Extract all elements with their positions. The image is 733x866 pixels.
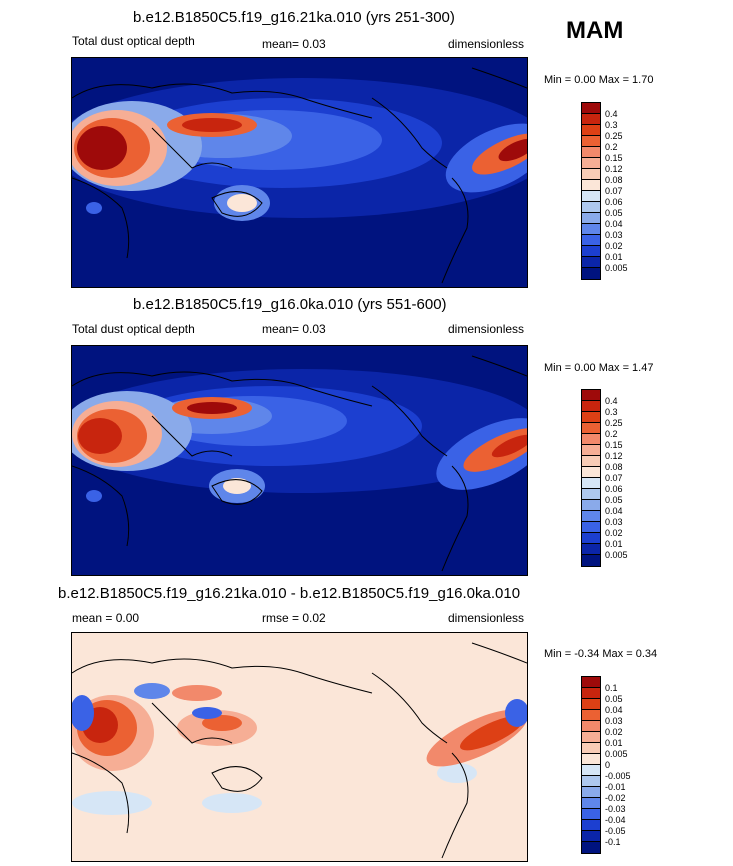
cbar-label: 0.2 [605, 142, 618, 152]
panel-2-minmax: Min = 0.00 Max = 1.47 [544, 362, 654, 374]
panel-2-variable-label: Total dust optical depth [72, 322, 195, 336]
panel-3-title: b.e12.B1850C5.f19_g16.21ka.010 - b.e12.B… [58, 585, 521, 602]
cbar-label: 0.15 [605, 440, 623, 450]
panel-1-mean: mean= 0.03 [262, 37, 326, 51]
cbar-label: 0.01 [605, 539, 623, 549]
panel-1-colorbar [581, 102, 601, 280]
cbar-label: 0.02 [605, 241, 623, 251]
cbar-label: 0.4 [605, 109, 618, 119]
cbar-label: 0.08 [605, 462, 623, 472]
cbar-label: 0.07 [605, 186, 623, 196]
cbar-label: 0 [605, 760, 611, 770]
cbar-label: -0.01 [605, 782, 626, 792]
cbar-label: -0.02 [605, 793, 626, 803]
cbar-label: 0.4 [605, 396, 618, 406]
cbar-label: 0.03 [605, 716, 623, 726]
panel-3-minmax: Min = -0.34 Max = 0.34 [544, 648, 658, 660]
cbar-label: 0.03 [605, 517, 623, 527]
cbar-label: 0.12 [605, 164, 623, 174]
panel-3-units: dimensionless [448, 611, 525, 625]
panel-2-map [71, 345, 528, 576]
cbar-label: 0.1 [605, 683, 618, 693]
panel-3-map [71, 632, 528, 862]
cbar-label: 0.3 [605, 407, 618, 417]
cbar-label: -0.03 [605, 804, 626, 814]
cbar-label: 0.05 [605, 694, 623, 704]
cbar-label: 0.01 [605, 738, 623, 748]
cbar-label: 0.04 [605, 506, 623, 516]
panel-3-colorbar [581, 676, 601, 854]
cbar-label: -0.05 [605, 826, 626, 836]
cbar-label: 0.06 [605, 197, 623, 207]
cbar-label: 0.25 [605, 418, 623, 428]
cbar-label: 0.08 [605, 175, 623, 185]
panel-1-variable-label: Total dust optical depth [72, 34, 195, 48]
cbar-label: 0.03 [605, 230, 623, 240]
panel-2-title: b.e12.B1850C5.f19_g16.0ka.010 (yrs 551-6… [133, 296, 447, 313]
panel-1-colorbar-labels: 0.4 0.3 0.25 0.2 0.15 0.12 0.08 0.07 0.0… [605, 102, 645, 282]
cbar-label: 0.3 [605, 120, 618, 130]
panel-1-units: dimensionless [448, 37, 525, 51]
panel-3-colorbar-labels: 0.1 0.05 0.04 0.03 0.02 0.01 0.005 0 -0.… [605, 676, 645, 856]
panel-1-minmax: Min = 0.00 Max = 1.70 [544, 74, 654, 86]
cbar-label: 0.2 [605, 429, 618, 439]
cbar-label: -0.005 [605, 771, 631, 781]
season-label: MAM [566, 17, 624, 44]
panel-1-map [71, 57, 528, 288]
cbar-label: 0.06 [605, 484, 623, 494]
panel-2-colorbar [581, 389, 601, 567]
cbar-label: 0.04 [605, 219, 623, 229]
cbar-label: 0.05 [605, 495, 623, 505]
cbar-label: 0.12 [605, 451, 623, 461]
panel-2-units: dimensionless [448, 322, 525, 336]
cbar-label: 0.07 [605, 473, 623, 483]
cbar-label: -0.04 [605, 815, 626, 825]
panel-1-title: b.e12.B1850C5.f19_g16.21ka.010 (yrs 251-… [133, 9, 455, 26]
cbar-label: 0.04 [605, 705, 623, 715]
cbar-label: -0.1 [605, 837, 621, 847]
cbar-label: 0.01 [605, 252, 623, 262]
panel-2-mean: mean= 0.03 [262, 322, 326, 336]
cbar-label: 0.02 [605, 528, 623, 538]
cbar-label: 0.005 [605, 749, 628, 759]
cbar-label: 0.005 [605, 550, 628, 560]
cbar-label: 0.005 [605, 263, 628, 273]
panel-2-colorbar-labels: 0.4 0.3 0.25 0.2 0.15 0.12 0.08 0.07 0.0… [605, 389, 645, 569]
panel-3-rmse: rmse = 0.02 [262, 611, 326, 625]
cbar-label: 0.02 [605, 727, 623, 737]
cbar-label: 0.05 [605, 208, 623, 218]
cbar-label: 0.25 [605, 131, 623, 141]
cbar-label: 0.15 [605, 153, 623, 163]
panel-3-mean: mean = 0.00 [72, 611, 140, 625]
